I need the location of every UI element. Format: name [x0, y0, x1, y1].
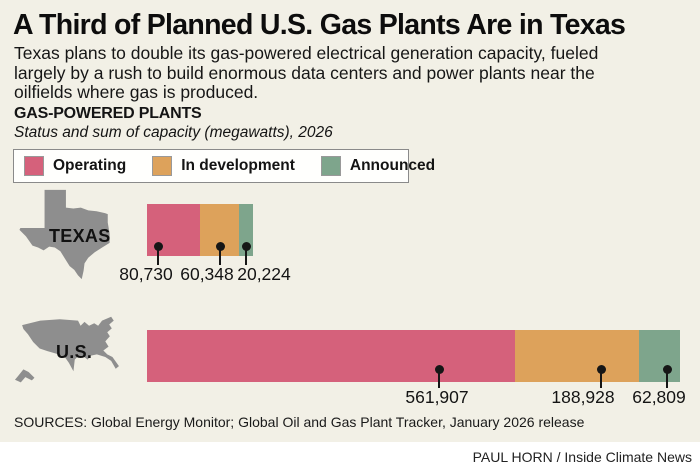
sources-line: SOURCES: Global Energy Monitor; Global O… [14, 414, 585, 430]
legend-label: Announced [349, 157, 436, 174]
in-development-swatch-icon [152, 156, 173, 176]
callout-stem [218, 246, 222, 265]
callout-stem [437, 369, 441, 388]
legend-item-operating: Operating [24, 156, 126, 176]
credit-strip: PAUL HORN / Inside Climate News [0, 442, 700, 471]
callout-stem [156, 246, 160, 265]
texas-in-development-value: 60,348 [180, 264, 234, 284]
subtitle-line: largely by a rush to build enormous data… [14, 62, 595, 83]
legend-item-in-development: In development [152, 156, 295, 176]
texas-row-label: TEXAS [49, 226, 111, 246]
us-announced-value: 62,809 [632, 387, 686, 407]
texas-map-icon [19, 189, 110, 280]
operating-swatch-icon [24, 156, 44, 176]
subtitle-line: oilfields where gas is produced. [14, 82, 259, 102]
us-in-development-segment [515, 330, 639, 382]
us-stacked-bar [147, 330, 680, 382]
announced-swatch-icon [320, 156, 341, 176]
callout-stem [244, 246, 248, 265]
section-label: GAS-POWERED PLANTS [14, 105, 202, 122]
chart-subtitle: Texas plans to double its gas-powered el… [14, 43, 599, 103]
legend-label: Operating [53, 157, 127, 174]
us-operating-segment [147, 330, 516, 382]
texas-announced-value: 20,224 [237, 264, 291, 284]
us-map-icon [14, 316, 119, 383]
callout-stem [665, 369, 669, 388]
callout-stem [599, 369, 603, 388]
legend-label: In development [181, 157, 295, 174]
legend: Operating In development Announced [13, 149, 435, 183]
chart-title: A Third of Planned U.S. Gas Plants Are i… [13, 9, 626, 41]
texas-stacked-bar [147, 204, 253, 256]
us-announced-segment [638, 330, 680, 382]
section-sublabel: Status and sum of capacity (megawatts), … [14, 124, 333, 141]
texas-operating-value: 80,730 [119, 264, 173, 284]
us-in-development-value: 188,928 [551, 387, 615, 407]
author-credit: PAUL HORN / Inside Climate News [472, 449, 692, 465]
us-row-label: U.S. [56, 342, 93, 362]
subtitle-line: Texas plans to double its gas-powered el… [14, 43, 599, 63]
legend-item-announced: Announced [320, 156, 436, 176]
us-operating-value: 561,907 [405, 387, 469, 407]
